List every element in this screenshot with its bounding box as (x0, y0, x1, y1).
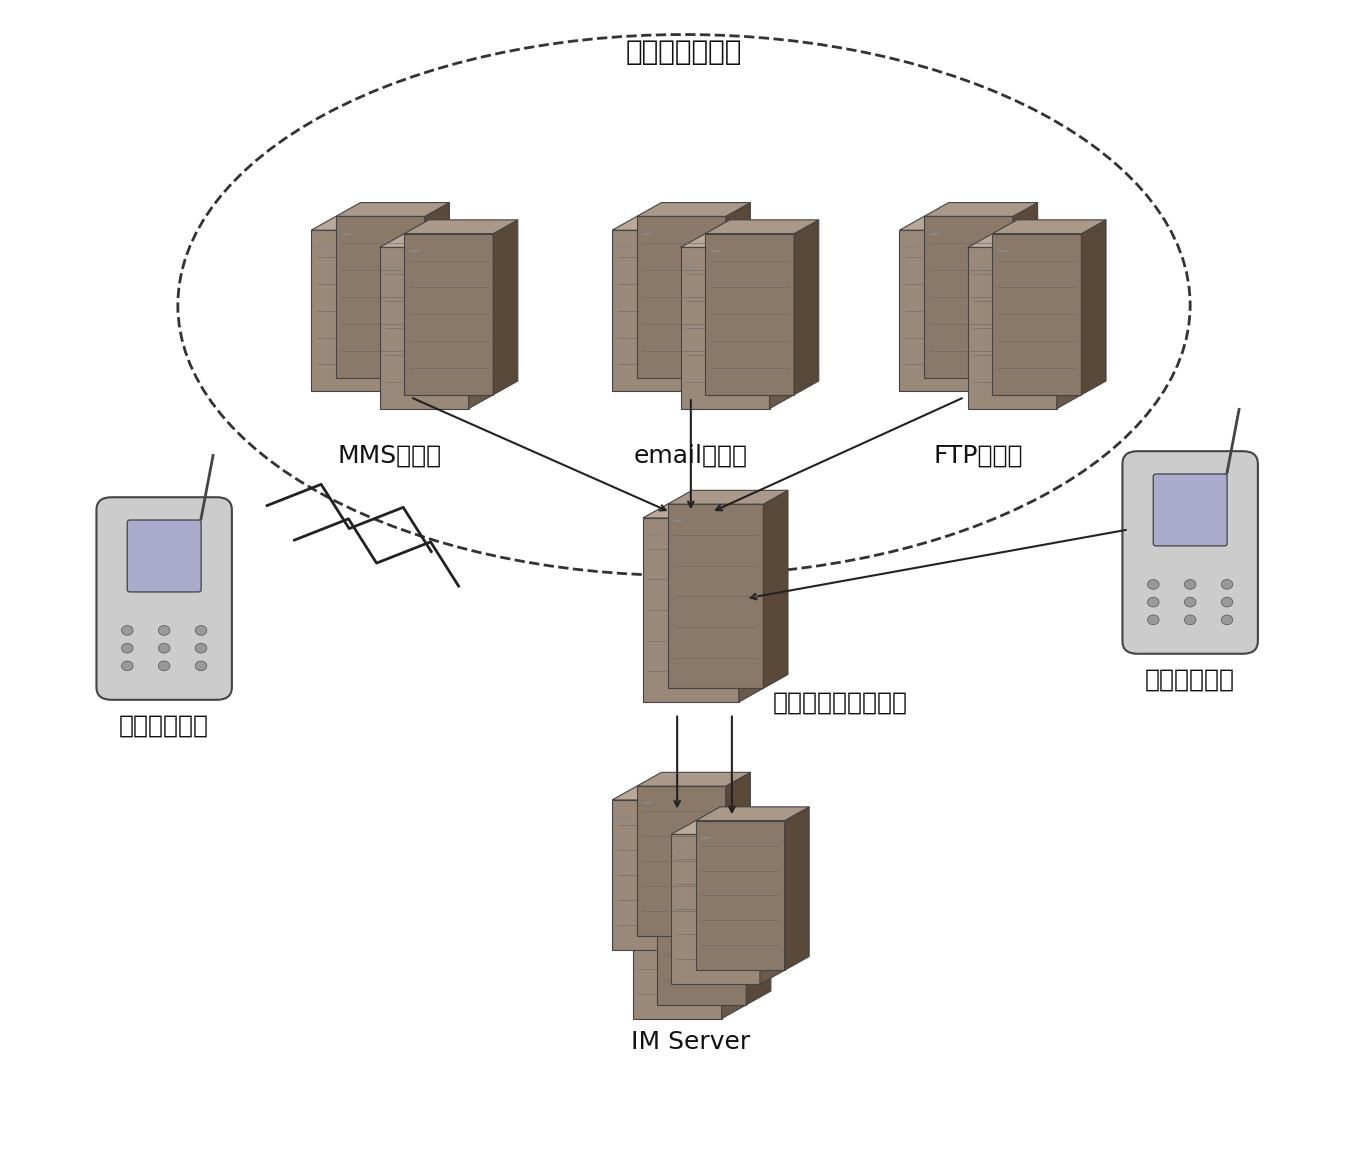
Polygon shape (700, 786, 725, 950)
Polygon shape (405, 220, 517, 234)
Polygon shape (670, 834, 761, 984)
Polygon shape (988, 216, 1012, 391)
Polygon shape (695, 807, 810, 821)
Polygon shape (763, 490, 788, 688)
Text: 文件中继服务器: 文件中继服务器 (625, 38, 743, 66)
Polygon shape (681, 234, 793, 247)
Polygon shape (1081, 220, 1105, 395)
Polygon shape (613, 216, 725, 230)
Polygon shape (492, 220, 517, 395)
Polygon shape (899, 216, 1012, 230)
Text: IM Server: IM Server (631, 1030, 751, 1054)
Circle shape (159, 661, 170, 671)
Polygon shape (311, 230, 399, 391)
Polygon shape (335, 203, 449, 216)
Polygon shape (613, 786, 725, 800)
Polygon shape (706, 234, 793, 395)
Polygon shape (658, 841, 772, 855)
Text: FTP服务器: FTP服务器 (933, 443, 1023, 467)
Polygon shape (668, 504, 763, 688)
Text: MMS服务器: MMS服务器 (338, 443, 442, 467)
Text: 文件发送终端: 文件发送终端 (1145, 668, 1235, 692)
Polygon shape (643, 504, 763, 518)
Circle shape (1148, 597, 1159, 607)
Polygon shape (761, 821, 785, 984)
Circle shape (1185, 597, 1196, 607)
Polygon shape (658, 855, 747, 1005)
Polygon shape (468, 234, 492, 409)
Polygon shape (335, 216, 424, 378)
Polygon shape (1012, 203, 1037, 378)
Polygon shape (637, 772, 750, 786)
Polygon shape (785, 807, 810, 970)
Polygon shape (725, 772, 750, 936)
Polygon shape (969, 234, 1081, 247)
Circle shape (1222, 597, 1233, 607)
Polygon shape (706, 220, 818, 234)
Polygon shape (405, 234, 492, 395)
Polygon shape (379, 234, 492, 247)
Polygon shape (637, 786, 725, 936)
Circle shape (159, 625, 170, 635)
Polygon shape (899, 230, 988, 391)
Polygon shape (637, 216, 725, 378)
Circle shape (1185, 579, 1196, 589)
Circle shape (1222, 615, 1233, 625)
Polygon shape (613, 800, 700, 950)
Polygon shape (424, 203, 449, 378)
Polygon shape (993, 220, 1105, 234)
Polygon shape (993, 234, 1081, 395)
Circle shape (1185, 615, 1196, 625)
FancyBboxPatch shape (96, 497, 231, 700)
Circle shape (1148, 615, 1159, 625)
Polygon shape (923, 216, 1012, 378)
Polygon shape (923, 203, 1037, 216)
FancyBboxPatch shape (1153, 474, 1227, 546)
Polygon shape (700, 216, 725, 391)
Text: email服务器: email服务器 (633, 443, 748, 467)
Polygon shape (747, 841, 772, 1005)
Circle shape (196, 661, 207, 671)
Circle shape (159, 643, 170, 653)
Polygon shape (695, 821, 785, 970)
Polygon shape (632, 869, 722, 1019)
Circle shape (122, 661, 133, 671)
Polygon shape (722, 855, 747, 1019)
Polygon shape (637, 203, 750, 216)
Circle shape (1148, 579, 1159, 589)
Circle shape (196, 643, 207, 653)
Polygon shape (681, 247, 769, 409)
Circle shape (122, 643, 133, 653)
Circle shape (122, 625, 133, 635)
Polygon shape (739, 504, 763, 702)
FancyBboxPatch shape (1122, 451, 1259, 654)
Polygon shape (1056, 234, 1081, 409)
Polygon shape (769, 234, 793, 409)
Polygon shape (632, 855, 747, 869)
Circle shape (1222, 579, 1233, 589)
Polygon shape (668, 490, 788, 504)
Polygon shape (399, 216, 424, 391)
FancyBboxPatch shape (127, 520, 201, 592)
Polygon shape (793, 220, 818, 395)
Polygon shape (613, 230, 700, 391)
Polygon shape (670, 821, 785, 834)
Text: 文件接收终端: 文件接收终端 (119, 714, 209, 738)
Polygon shape (643, 518, 739, 702)
Polygon shape (969, 247, 1056, 409)
Polygon shape (311, 216, 424, 230)
Circle shape (196, 625, 207, 635)
Polygon shape (379, 247, 468, 409)
Text: 文件中转决策服务器: 文件中转决策服务器 (773, 691, 908, 715)
Polygon shape (725, 203, 750, 378)
